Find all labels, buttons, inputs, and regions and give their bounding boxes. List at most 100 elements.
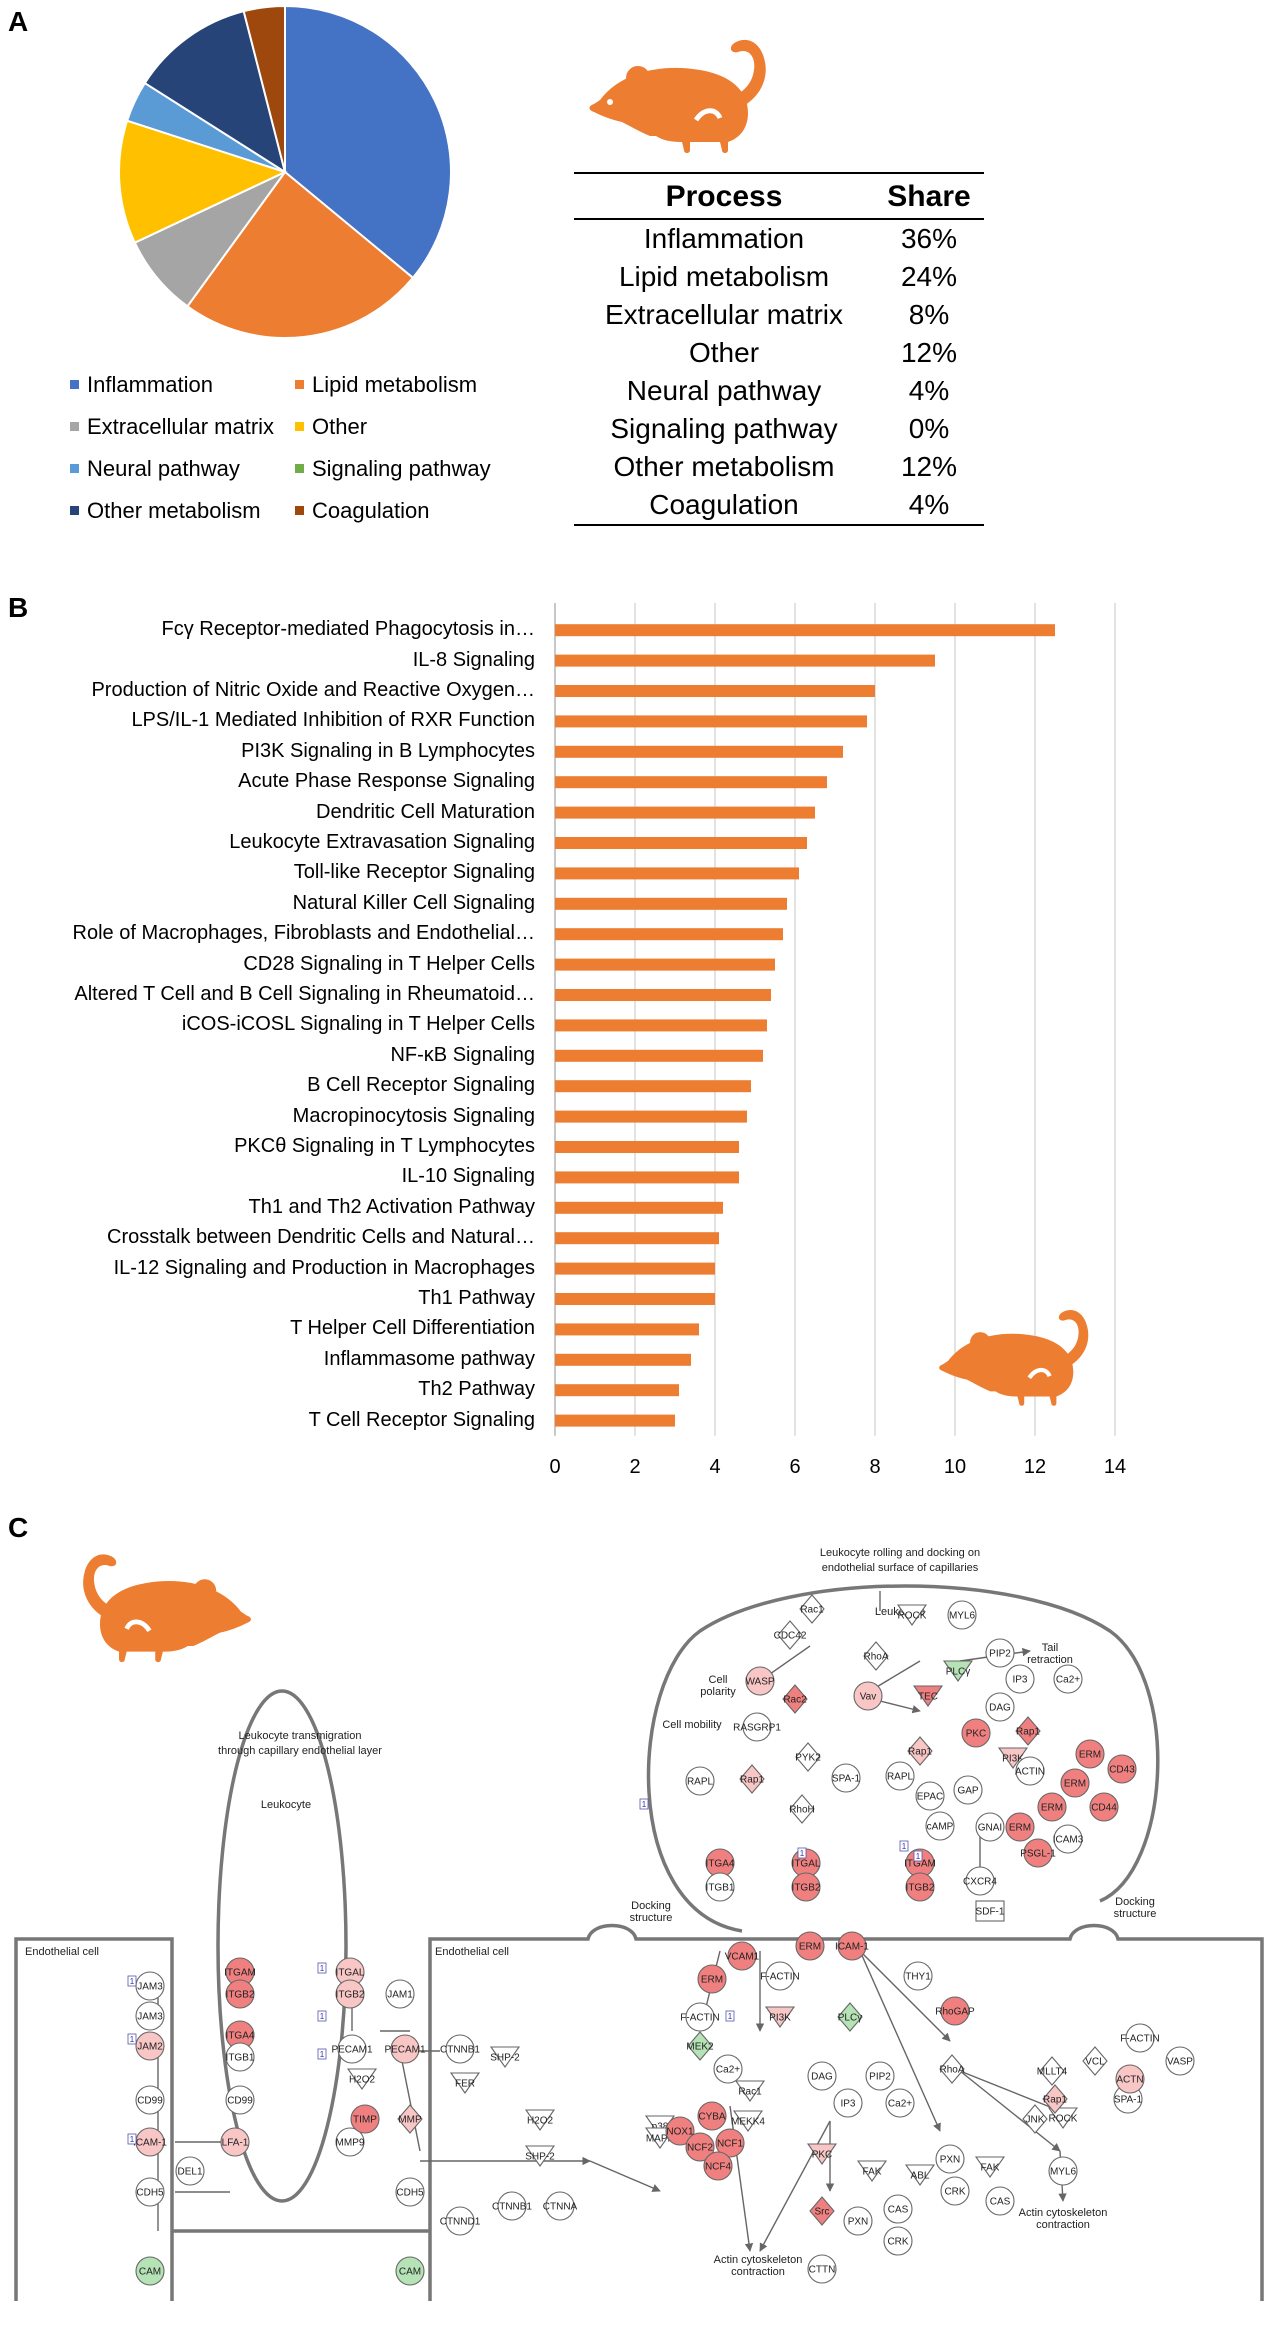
- pathway-node-rac2: Rac2: [782, 1684, 808, 1714]
- pathway-node-rap1: Rap1: [907, 1736, 933, 1766]
- bar: [555, 1384, 679, 1397]
- legend-item-inflammation: Inflammation: [70, 372, 213, 398]
- pathway-node-label: CTNNB1: [492, 2202, 532, 2213]
- pathway-node-label: Ca2+: [1056, 1675, 1080, 1686]
- bar: [555, 1232, 719, 1245]
- bar: [555, 958, 775, 971]
- pathway-node-label: IP3: [840, 2099, 855, 2110]
- x-tick-label: 4: [709, 1456, 720, 1478]
- bar: [555, 1019, 767, 1032]
- title-left-2: through capillary endothelial layer: [218, 1745, 382, 1757]
- pathway-node-label: JAM2: [137, 2042, 163, 2053]
- pathway-node-factin: F-ACTIN: [760, 1961, 800, 1991]
- pathway-node-label: CDH5: [396, 2188, 424, 2199]
- process-cell: Lipid metabolism: [618, 261, 830, 292]
- bar: [555, 685, 875, 697]
- legend-swatch: [295, 379, 304, 389]
- pathway-node-vav: Vav: [853, 1681, 883, 1711]
- bar-category-label: Toll-like Receptor Signaling: [293, 861, 535, 884]
- rat-icon: [589, 39, 766, 153]
- pathway-node-cd99: CD99: [225, 2085, 255, 2115]
- pathway-node-cdc42: CDC42: [774, 1620, 807, 1650]
- pathway-node-cdh5: CDH5: [395, 2177, 425, 2207]
- pathway-node-icam3: ICAM3: [1053, 1824, 1084, 1854]
- pathway-node-label: NCF1: [717, 2139, 744, 2150]
- pathway-node-itgam: ITGAM: [224, 1957, 256, 1987]
- pathway-node-sdf1: SDF-1: [975, 1900, 1005, 1922]
- pathway-node-tec: TEC: [912, 1685, 944, 1707]
- bar: [555, 989, 771, 1001]
- pathway-node-ctnnb1: CTNNB1: [440, 2034, 480, 2064]
- badge-label: 1: [902, 1842, 907, 1851]
- legend-swatch: [295, 421, 304, 431]
- table-row: Lipid metabolism 24%: [574, 258, 984, 296]
- pathway-node-erm: ERM: [795, 1931, 825, 1961]
- pathway-node-label: ERM: [1079, 1750, 1101, 1761]
- pathway-node-label: CAS: [990, 2197, 1011, 2208]
- badge-label: 1: [130, 2035, 135, 2044]
- badge-label: 1: [320, 2012, 325, 2021]
- pathway-node-label: MMP: [398, 2115, 422, 2126]
- process-table: Process Share Inflammation 36% Lipid meta…: [574, 172, 984, 526]
- pathway-node-rhoh: RhoH: [789, 1794, 815, 1824]
- pathway-node-label: ACTN: [1116, 2075, 1143, 2086]
- process-cell: Neural pathway: [626, 375, 822, 406]
- pathway-node-label: PECAM1: [384, 2045, 426, 2056]
- share-cell: 8%: [908, 299, 950, 330]
- pathway-node-fer: FER: [449, 2072, 481, 2094]
- node-count-badge: 1: [913, 1850, 923, 1862]
- pathway-node-label: PIP2: [989, 1649, 1011, 1660]
- pathway-node-label: RAPL: [687, 1777, 714, 1788]
- pathway-node-rapl: RAPL: [685, 1766, 715, 1796]
- pathway-node-label: ITGA4: [706, 1859, 735, 1870]
- pathway-node-label: CDC42: [774, 1631, 807, 1642]
- endothelial-label-left: Endothelial cell: [25, 1946, 99, 1958]
- panel-b-label: B: [8, 592, 29, 623]
- pathway-node-h2o2: H2O2: [524, 2109, 556, 2131]
- pathway-node-label: H2O2: [349, 2075, 376, 2086]
- pathway-node-label: ROCK: [898, 1611, 927, 1622]
- panel-c-label: C: [8, 1512, 29, 1543]
- pathway-node-cd43: CD43: [1107, 1754, 1137, 1784]
- pathway-node-lfa1: LFA-1: [220, 2127, 250, 2157]
- pathway-node-label: ITGB1: [706, 1883, 735, 1894]
- pathway-node-label: ERM: [1064, 1779, 1086, 1790]
- table-row: Signaling pathway 0%: [574, 410, 984, 448]
- node-count-badge: 1: [127, 2133, 137, 2145]
- pathway-node-label: Rac1: [738, 2087, 762, 2098]
- header-process: Process: [574, 172, 874, 220]
- pathway-node-thy1: THY1: [903, 1961, 933, 1991]
- badge-label: 1: [728, 2012, 733, 2021]
- bar-category-label: T Helper Cell Differentiation: [290, 1317, 535, 1340]
- pathway-node-label: DEL1: [177, 2167, 202, 2178]
- pathway-node-myl6: MYL6: [1048, 2156, 1078, 2186]
- pathway-node-label: ERM: [1041, 1803, 1063, 1814]
- pathway-node-dag: DAG: [985, 1692, 1015, 1722]
- pathway-node-label: MAPK: [646, 2134, 675, 2145]
- pathway-node-timp: TIMP: [350, 2104, 380, 2134]
- node-count-badge: 1: [317, 2010, 327, 2022]
- pathway-node-erm: ERM: [1037, 1792, 1067, 1822]
- pathway-node-ctnnd1: CTNND1: [440, 2206, 481, 2236]
- pathway-node-abl: ABL: [904, 2164, 936, 2186]
- legend-item-extracellular-matrix: Extracellular matrix: [70, 414, 274, 440]
- pathway-node-label: VASP: [1167, 2057, 1193, 2068]
- pathway-node-label: CAM: [139, 2267, 161, 2278]
- pathway-node-label: ITGB2: [336, 1990, 365, 2001]
- bar: [555, 1262, 715, 1275]
- docking-right-2: structure: [1114, 1908, 1157, 1920]
- pathway-node-label: SPA-1: [832, 1774, 861, 1785]
- pathway-node-itgb1: ITGB1: [225, 2042, 255, 2072]
- rat-icon: [83, 1554, 251, 1663]
- actin-contraction-right-2: contraction: [1036, 2219, 1090, 2231]
- pathway-node-icam1: ICAM-1: [835, 1931, 869, 1961]
- table-row: Coagulation 4%: [574, 486, 984, 526]
- pathway-node-label: RhoA: [863, 1652, 888, 1663]
- bar-category-label: iCOS-iCOSL Signaling in T Helper Cells: [181, 1013, 535, 1036]
- process-cell: Extracellular matrix: [604, 299, 844, 330]
- bar: [555, 1141, 739, 1153]
- pathway-node-ip3: IP3: [1005, 1664, 1035, 1694]
- pathway-node-ncf4: NCF4: [703, 2151, 733, 2181]
- pathway-node-label: Src: [815, 2207, 830, 2218]
- bar: [555, 1414, 675, 1427]
